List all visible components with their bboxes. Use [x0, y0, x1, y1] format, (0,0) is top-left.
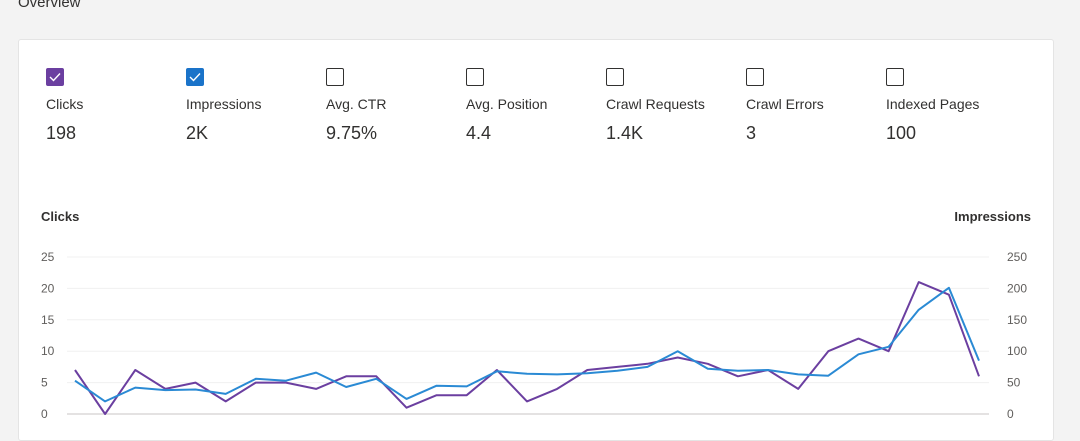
right-axis-title: Impressions	[954, 209, 1031, 224]
metric-indexed-pages[interactable]: Indexed Pages 100	[886, 68, 1026, 144]
left-tick-label: 20	[41, 281, 55, 295]
metric-value: 3	[746, 123, 757, 143]
page-heading: Overview	[18, 0, 81, 11]
metric-value: 2K	[186, 123, 209, 143]
left-tick-label: 5	[41, 376, 48, 390]
metric-value: 4.4	[466, 123, 492, 143]
metric-avg-position[interactable]: Avg. Position 4.4	[466, 68, 606, 144]
impressions-series-line	[74, 286, 980, 403]
right-tick-label: 0	[1007, 407, 1014, 421]
checkmark-icon	[189, 73, 201, 82]
left-tick-label: 25	[41, 250, 55, 264]
avg-position-checkbox[interactable]	[466, 68, 484, 86]
left-axis-title: Clicks	[41, 209, 80, 224]
metric-impressions[interactable]: Impressions 2K	[186, 68, 326, 144]
crawl-errors-checkbox[interactable]	[746, 68, 764, 86]
metric-clicks[interactable]: Clicks 198	[46, 68, 186, 144]
metric-label: Avg. CTR	[326, 96, 387, 112]
metric-label: Impressions	[186, 96, 262, 112]
right-tick-label: 150	[1007, 313, 1027, 327]
performance-line-chart: 0 0 5 50 10 100 15 150 20 200 25 250	[41, 250, 1027, 421]
metric-label: Indexed Pages	[886, 96, 980, 112]
metric-value: 198	[46, 123, 77, 143]
right-tick-label: 200	[1007, 281, 1027, 295]
right-tick-label: 250	[1007, 250, 1027, 264]
impressions-checkbox[interactable]	[186, 68, 204, 86]
left-tick-label: 10	[41, 344, 55, 358]
checkmark-icon	[49, 73, 61, 82]
metric-label: Clicks	[46, 96, 84, 112]
metric-label: Crawl Requests	[606, 96, 705, 112]
metric-label: Crawl Errors	[746, 96, 824, 112]
left-tick-label: 15	[41, 313, 55, 327]
metric-value: 100	[886, 123, 917, 143]
metric-label: Avg. Position	[466, 96, 548, 112]
right-tick-label: 100	[1007, 344, 1027, 358]
avg-ctr-checkbox[interactable]	[326, 68, 344, 86]
right-tick-label: 50	[1007, 376, 1021, 390]
metric-crawl-errors[interactable]: Crawl Errors 3	[746, 68, 886, 144]
indexed-pages-checkbox[interactable]	[886, 68, 904, 86]
metric-crawl-requests[interactable]: Crawl Requests 1.4K	[606, 68, 746, 144]
left-tick-label: 0	[41, 407, 48, 421]
clicks-checkbox[interactable]	[46, 68, 64, 86]
metric-value: 1.4K	[606, 123, 644, 143]
clicks-series-line	[74, 281, 980, 415]
metric-avg-ctr[interactable]: Avg. CTR 9.75%	[326, 68, 466, 144]
metric-value: 9.75%	[326, 123, 378, 143]
crawl-requests-checkbox[interactable]	[606, 68, 624, 86]
performance-overview-card: Clicks 198 Impressions 2K Avg. CTR 9.75%…	[18, 39, 1054, 441]
